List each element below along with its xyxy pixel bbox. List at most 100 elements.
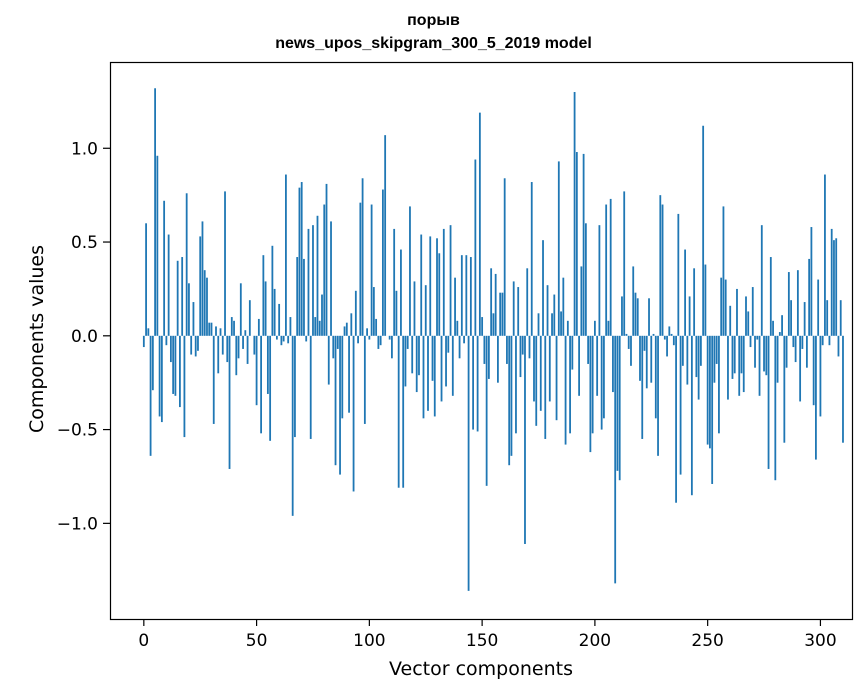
bar — [487, 335, 490, 379]
bar — [639, 335, 641, 381]
bar — [548, 335, 551, 402]
x-tick-label: 150 — [466, 631, 498, 651]
bar — [839, 300, 842, 336]
bar — [145, 223, 147, 336]
bar — [648, 298, 650, 336]
bar — [738, 335, 741, 396]
bar — [228, 335, 231, 469]
bar — [503, 178, 506, 336]
bar — [431, 335, 434, 381]
bar — [260, 335, 262, 434]
bar — [478, 112, 481, 336]
bar — [697, 335, 700, 400]
bar — [623, 191, 626, 336]
bar — [287, 335, 290, 344]
bar — [722, 206, 725, 336]
bar — [370, 204, 373, 336]
bar — [368, 335, 371, 340]
bar — [745, 296, 747, 336]
x-axis-label: Vector components — [389, 658, 573, 680]
bar — [334, 335, 337, 466]
bar — [199, 236, 202, 336]
bar — [257, 318, 260, 336]
bar — [636, 298, 639, 336]
y-tick-label: 0.0 — [71, 327, 98, 347]
bar — [154, 88, 156, 336]
bar — [273, 288, 276, 336]
bar — [384, 135, 387, 336]
bar — [172, 335, 175, 394]
plot-area-frame — [109, 61, 854, 621]
bar — [821, 335, 824, 346]
y-tick-label: −1.0 — [57, 514, 98, 534]
bar — [188, 283, 190, 336]
bar — [787, 272, 790, 336]
bar — [203, 270, 206, 336]
bar — [438, 253, 441, 336]
bar — [713, 335, 716, 383]
bar — [749, 335, 752, 348]
bar — [483, 335, 486, 364]
bar — [603, 335, 605, 419]
bar — [715, 335, 718, 364]
bar — [305, 335, 308, 342]
bar — [693, 268, 696, 336]
bar — [316, 215, 319, 336]
bar — [323, 204, 326, 336]
bar — [598, 225, 601, 336]
bar — [756, 335, 759, 340]
bar — [420, 234, 423, 336]
bar — [327, 335, 330, 385]
bar — [285, 174, 287, 336]
bar — [379, 335, 382, 346]
bar — [740, 335, 743, 374]
bar — [445, 335, 447, 387]
bar — [729, 305, 732, 336]
bar — [663, 335, 666, 340]
bar — [411, 335, 414, 374]
x-tick-label: 250 — [691, 631, 723, 651]
bar — [575, 152, 578, 336]
bar — [790, 300, 792, 336]
bar — [612, 335, 614, 393]
bar — [442, 228, 445, 336]
bar — [645, 335, 648, 389]
bar — [456, 320, 459, 336]
bar — [217, 335, 220, 374]
bar — [580, 266, 583, 336]
bar — [763, 335, 765, 372]
bar — [271, 245, 274, 336]
bar — [363, 335, 366, 424]
bar — [605, 204, 608, 336]
bar — [564, 335, 567, 445]
bar — [630, 335, 632, 366]
bar — [535, 335, 538, 426]
bar — [413, 281, 416, 336]
bar — [400, 249, 402, 336]
bar — [828, 335, 831, 346]
bar — [330, 221, 332, 336]
bar — [519, 335, 522, 378]
bar — [282, 335, 285, 342]
bar — [666, 335, 668, 357]
bar — [546, 285, 549, 336]
bar — [560, 311, 562, 336]
bar — [163, 200, 166, 336]
bar — [675, 335, 677, 503]
bar — [810, 227, 813, 336]
bar — [803, 302, 806, 336]
bar — [167, 234, 170, 336]
bar — [720, 277, 723, 336]
bar — [194, 335, 197, 357]
bar — [309, 335, 312, 439]
bar — [659, 195, 662, 336]
bar — [206, 277, 208, 336]
bar — [668, 326, 671, 336]
bar — [269, 335, 272, 441]
bar — [289, 317, 292, 336]
bar — [406, 335, 409, 349]
bar — [492, 313, 495, 336]
bar — [643, 335, 646, 351]
bar — [429, 236, 432, 336]
